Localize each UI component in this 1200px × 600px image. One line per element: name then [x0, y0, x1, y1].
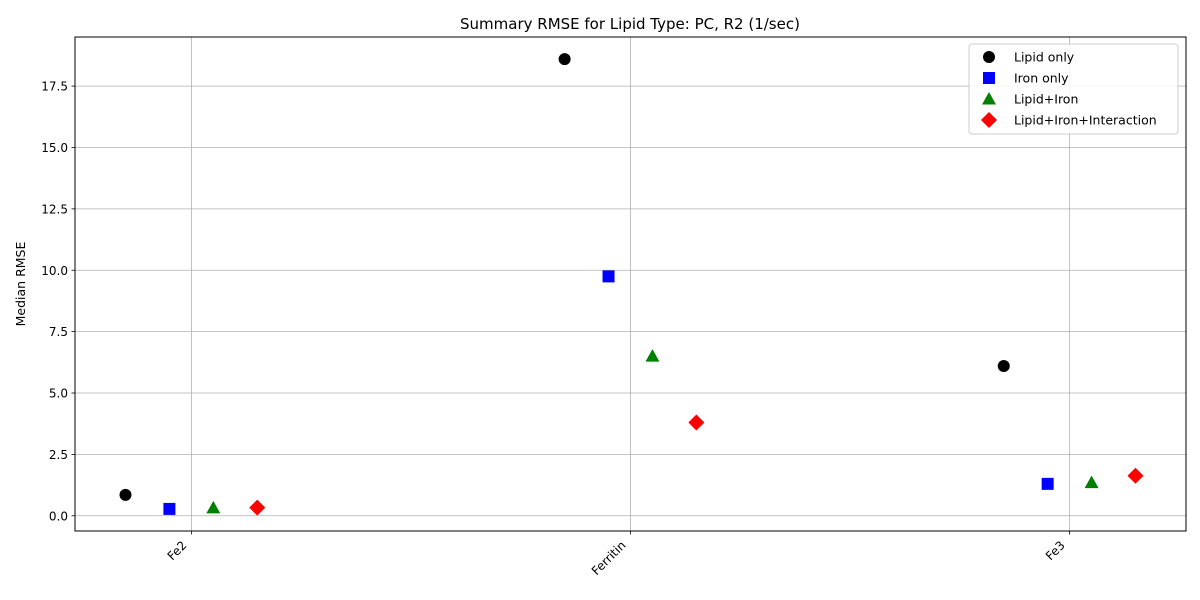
legend-label: Lipid only: [1014, 50, 1075, 65]
legend-label: Lipid+Iron: [1014, 92, 1078, 107]
data-point: [206, 500, 221, 514]
chart-title: Summary RMSE for Lipid Type: PC, R2 (1/s…: [460, 15, 800, 33]
y-axis-label: Median RMSE: [13, 242, 28, 327]
y-tick-label: 15.0: [41, 141, 68, 155]
y-tick-label: 0.0: [49, 509, 68, 523]
data-point: [1084, 475, 1099, 489]
data-point: [645, 349, 660, 362]
data-point: [997, 360, 1010, 373]
x-tick-label: Fe3: [1043, 538, 1068, 563]
axis-ticks: 0.0 2.5 5.0 7.5 10.0 12.5 15.0 17.5 Fe2 Ferritin F…: [41, 80, 1071, 578]
legend-label: Iron only: [1014, 71, 1069, 86]
y-tick-label: 7.5: [49, 325, 68, 339]
legend-marker: [983, 72, 995, 84]
y-tick-label: 2.5: [49, 448, 68, 462]
data-point: [602, 270, 615, 283]
y-tick-label: 10.0: [41, 264, 68, 278]
legend-marker: [981, 112, 997, 128]
data-point: [119, 488, 132, 501]
y-tick-label: 5.0: [49, 387, 68, 401]
data-points: [119, 53, 1144, 516]
legend-box: [968, 43, 1179, 135]
data-point: [249, 499, 266, 516]
legend: Lipid only Iron only Lipid+Iron Lipid+Iron+…: [968, 43, 1179, 135]
data-point: [558, 53, 571, 66]
data-point: [163, 502, 176, 515]
legend-marker: [982, 92, 996, 105]
legend-label: Lipid+Iron+Interaction: [1014, 113, 1157, 128]
y-tick-label: 17.5: [41, 80, 68, 94]
y-tick-label: 12.5: [41, 202, 68, 216]
data-point: [1127, 467, 1144, 484]
x-tick-label: Fe2: [165, 538, 190, 563]
legend-marker: [983, 51, 995, 63]
data-point: [1041, 477, 1054, 490]
x-tick-label: Ferritin: [589, 538, 629, 578]
plot-frame: [74, 36, 1187, 532]
data-point: [688, 414, 705, 431]
